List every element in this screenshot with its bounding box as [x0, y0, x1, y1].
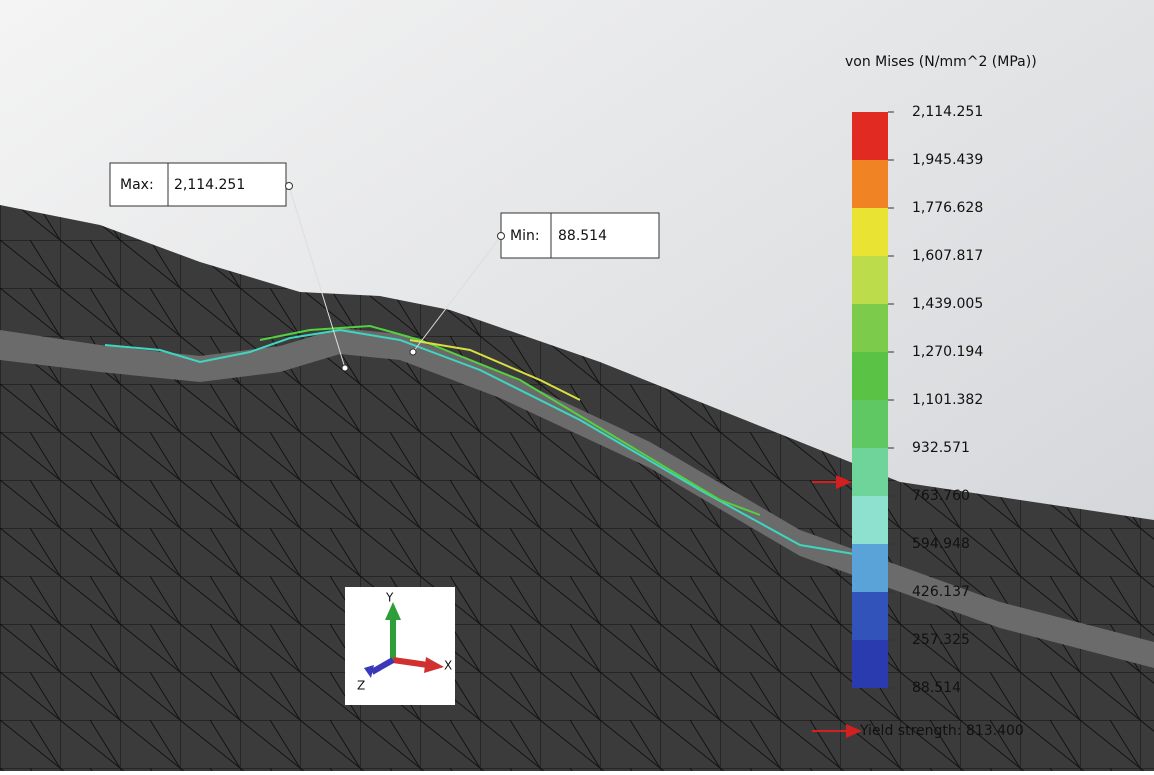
- legend-band: [852, 208, 888, 256]
- legend-band: [852, 400, 888, 448]
- legend-label: 88.514: [912, 680, 961, 696]
- legend-label: 932.571: [912, 440, 970, 456]
- yield-strength: Yield strength: 813.400: [859, 723, 1024, 739]
- legend-label: 594.948: [912, 536, 970, 552]
- legend-label: 1,945.439: [912, 152, 983, 168]
- legend-label: 1,776.628: [912, 200, 983, 216]
- triad-z-label: Z: [357, 679, 365, 693]
- legend-band: [852, 592, 888, 640]
- legend-band: [852, 160, 888, 208]
- legend-label: 1,439.005: [912, 296, 983, 312]
- legend-band: [852, 256, 888, 304]
- min-value: 88.514: [558, 228, 607, 244]
- max-point: [342, 365, 348, 371]
- legend-label: 257.325: [912, 632, 970, 648]
- legend-band: [852, 112, 888, 160]
- min-label: Min:: [510, 228, 540, 244]
- legend-label: 426.137: [912, 584, 970, 600]
- legend-title: von Mises (N/mm^2 (MPa)): [845, 54, 1037, 70]
- max-value: 2,114.251: [174, 177, 245, 193]
- max-label: Max:: [120, 177, 154, 193]
- min-handle: [498, 233, 505, 240]
- legend-label: 1,607.817: [912, 248, 983, 264]
- legend-band: [852, 496, 888, 544]
- max-handle: [286, 183, 293, 190]
- triad: Y X Z: [345, 587, 455, 705]
- legend-band: [852, 448, 888, 496]
- legend-label: 1,101.382: [912, 392, 983, 408]
- legend-band: [852, 304, 888, 352]
- triad-x-label: X: [444, 659, 452, 673]
- min-point: [410, 349, 416, 355]
- legend-label: 763.760: [912, 488, 970, 504]
- legend-band: [852, 352, 888, 400]
- legend-band: [852, 640, 888, 688]
- simulation-view: Max: 2,114.251 Min: 88.514 von Mises (N/…: [0, 0, 1154, 771]
- triad-y-label: Y: [385, 591, 394, 605]
- legend-label: 2,114.251: [912, 104, 983, 120]
- legend-band: [852, 544, 888, 592]
- legend-label: 1,270.194: [912, 344, 983, 360]
